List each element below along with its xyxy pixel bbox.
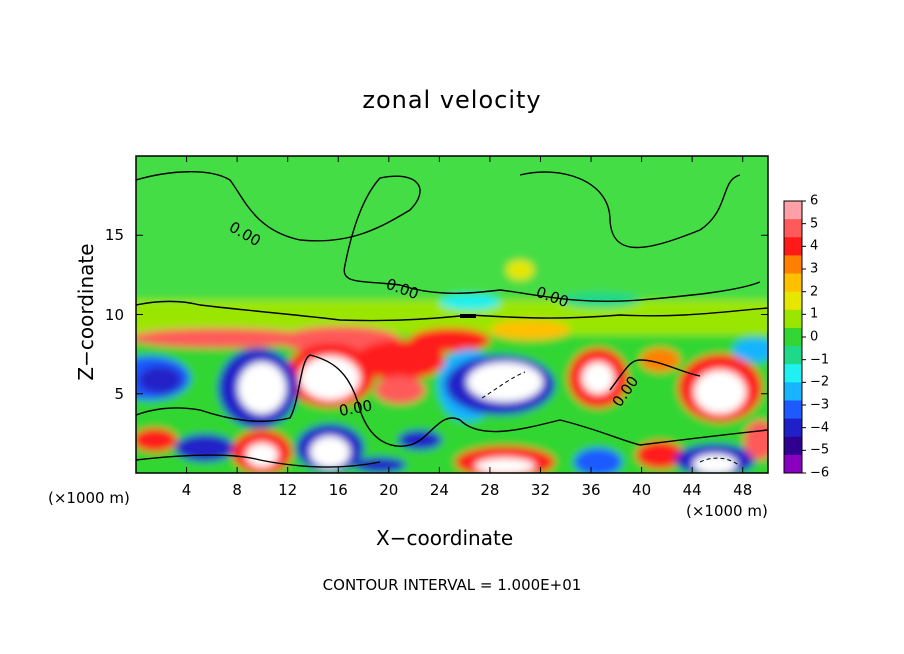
x-tick-label: 48: [733, 481, 753, 499]
zero-contour-line: [136, 171, 761, 303]
field-blob: [582, 362, 614, 394]
colorbar-tick-label: 4: [810, 238, 819, 254]
band-upper: [136, 156, 768, 321]
colorbar-tick-label: −4: [810, 420, 830, 436]
colorbar-swatch: [784, 346, 802, 365]
field-blob: [138, 366, 182, 394]
field-blob: [300, 356, 360, 400]
field-blob: [410, 328, 490, 352]
zero-contour-line: [136, 354, 768, 447]
colorbar-swatch: [784, 309, 802, 329]
x-tick-label: 24: [429, 481, 449, 499]
negative-contour-line: [481, 371, 526, 399]
chart-title: zonal velocity: [362, 86, 542, 114]
y-tick-label: 10: [104, 305, 124, 324]
x-tick-label: 40: [632, 481, 652, 499]
colorbar-tick-label: −2: [810, 374, 830, 390]
colorbar-tick-label: 0: [810, 329, 819, 345]
colorbar-swatch: [784, 382, 802, 401]
colorbar-tick-label: 1: [810, 306, 819, 322]
x-tick-label: 4: [181, 481, 192, 499]
x-tick-label: 28: [480, 481, 500, 499]
colorbar-tick-label: 3: [810, 261, 819, 277]
field-blob: [238, 362, 286, 414]
colorbar-tick-label: −6: [810, 465, 830, 481]
colorbar-swatch: [784, 201, 802, 220]
x-tick-label: 44: [682, 481, 702, 499]
x-tick-label: 8: [232, 481, 242, 499]
colorbar-swatch: [784, 436, 802, 456]
x-tick-label: 16: [328, 481, 348, 499]
field-blob: [693, 454, 737, 473]
field-blob: [744, 420, 768, 460]
field-blob: [246, 443, 278, 467]
field-blob: [694, 370, 746, 414]
colorbar-swatch: [784, 291, 802, 311]
field-blob: [310, 436, 350, 468]
zero-contour-line: [609, 359, 701, 391]
x-tick-label: 36: [581, 481, 601, 499]
colorbar-tick-label: −3: [810, 397, 830, 413]
colorbar-swatch: [784, 255, 802, 275]
field-blob: [733, 338, 768, 362]
colorbar-tick-label: 6: [810, 193, 819, 209]
contour-label: 0.00: [338, 396, 374, 420]
colorbar-swatch: [784, 364, 802, 383]
y-axis-label: Z−coordinate: [74, 243, 98, 381]
colorbar-tick-label: 2: [810, 284, 819, 300]
field-blob: [560, 292, 640, 308]
field-blob: [354, 457, 406, 473]
zero-contour-line: [519, 171, 741, 249]
axis-ticks: [136, 156, 768, 473]
field-blob: [636, 441, 684, 469]
negative-contour-line: [699, 457, 741, 467]
field-blob: [136, 428, 177, 452]
contour-interval-note: CONTOUR INTERVAL = 1.000E+01: [322, 576, 582, 594]
y-tick-label: 5: [114, 384, 124, 403]
colorbar-tick-label: −5: [810, 442, 830, 458]
colorbar-swatch: [784, 219, 802, 238]
colorbar-swatch: [784, 454, 802, 474]
colorbar-swatch: [784, 418, 802, 438]
field-blob: [574, 448, 622, 473]
colorbar-swatch: [784, 273, 802, 293]
field-blob: [467, 362, 543, 402]
colorbar-tick-label: −1: [810, 352, 830, 368]
field-blob: [375, 376, 425, 404]
x-tick-label: 32: [530, 481, 551, 499]
field-blob: [506, 260, 534, 280]
x-tick-label: 12: [278, 481, 298, 499]
x-unit-left: (×1000 m): [48, 489, 130, 507]
field-blob: [475, 458, 535, 473]
x-axis-label: X−coordinate: [376, 526, 514, 550]
y-tick-label: 15: [104, 226, 124, 245]
field-blob: [175, 434, 235, 462]
zero-contour-line: [136, 300, 768, 322]
zero-contour-line: [136, 454, 381, 468]
field-blob: [136, 328, 310, 348]
colorbar-swatch: [784, 400, 802, 420]
zero-contours: [136, 171, 768, 468]
colorbar-tick-label: 5: [810, 216, 819, 232]
x-unit-right: (×1000 m): [686, 502, 768, 520]
field-blob: [490, 320, 570, 340]
colorbar: [783, 200, 806, 474]
colorbar-swatch: [784, 237, 802, 256]
field-blob: [355, 340, 445, 380]
field-blob: [440, 294, 500, 310]
velocity-field: [136, 156, 768, 473]
colorbar-swatch: [784, 327, 802, 347]
x-tick-label: 20: [379, 481, 399, 499]
